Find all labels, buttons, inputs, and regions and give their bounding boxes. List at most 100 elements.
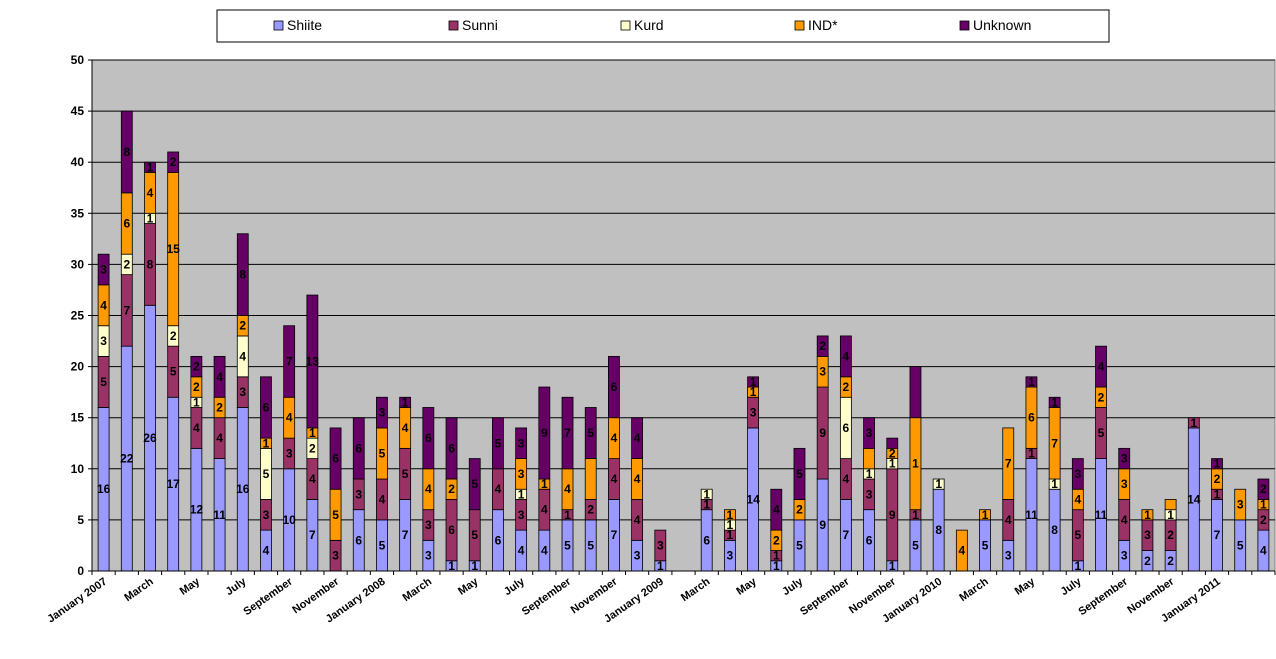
data-label: 5 xyxy=(379,446,386,460)
x-tick-label: May xyxy=(1013,575,1038,598)
data-label: 5 xyxy=(1074,528,1081,542)
x-tick-label: July xyxy=(224,575,250,598)
data-label: 8 xyxy=(1051,523,1058,537)
bar-segment-ind xyxy=(584,458,597,500)
bar-segment-ind xyxy=(1164,499,1177,511)
data-label: 1 xyxy=(309,426,316,440)
x-tick-label: September xyxy=(241,575,295,618)
bar-segment-unknown xyxy=(631,417,644,459)
data-label: 1 xyxy=(727,508,734,522)
bar-segment-unknown xyxy=(97,253,110,286)
data-label: 1 xyxy=(912,508,919,522)
data-label: 1 xyxy=(750,385,757,399)
data-label: 5 xyxy=(796,538,803,552)
data-label: 2 xyxy=(1144,554,1151,568)
bar-segment-unknown xyxy=(538,386,551,480)
data-label: 3 xyxy=(425,518,432,532)
legend-label: Unknown xyxy=(973,17,1031,33)
data-label: 4 xyxy=(843,472,850,486)
data-label: 4 xyxy=(193,421,200,435)
data-label: 5 xyxy=(1098,426,1105,440)
x-tick-label: March xyxy=(957,575,991,604)
data-label: 3 xyxy=(100,334,107,348)
data-label: 7 xyxy=(843,528,850,542)
data-label: 1 xyxy=(147,160,154,174)
y-tick-label: 20 xyxy=(71,360,85,374)
data-label: 1 xyxy=(518,487,525,501)
data-label: 1 xyxy=(935,477,942,491)
bar-segment-unknown xyxy=(770,488,783,531)
data-label: 3 xyxy=(100,263,107,277)
data-label: 16 xyxy=(97,482,111,496)
data-label: 2 xyxy=(889,446,896,460)
x-axis: January 2007 March May JulySeptemberNovembe… xyxy=(45,570,1276,626)
bar-segment-unknown xyxy=(422,407,435,470)
data-label: 6 xyxy=(263,400,270,414)
bar-segment-unknown xyxy=(561,396,574,470)
data-label: 3 xyxy=(750,406,757,420)
bar-segment-unknown xyxy=(352,417,365,480)
data-label: 2 xyxy=(1260,482,1267,496)
bar-segment-unknown xyxy=(329,427,342,490)
bar-segment-sunni xyxy=(654,529,667,562)
data-label: 4 xyxy=(216,431,223,445)
data-label: 4 xyxy=(309,472,316,486)
data-label: 1 xyxy=(889,559,896,573)
bar-segment-unknown xyxy=(863,417,875,449)
data-label: 4 xyxy=(634,472,641,486)
data-label: 1 xyxy=(773,549,780,563)
x-tick-label: July xyxy=(502,575,528,598)
data-label: 3 xyxy=(1121,452,1128,466)
data-label: 2 xyxy=(1167,528,1174,542)
bar-segment-unknown xyxy=(1095,345,1107,388)
data-label: 5 xyxy=(332,508,339,522)
data-label: 3 xyxy=(1121,477,1128,491)
data-label: 1 xyxy=(193,395,200,409)
data-label: 5 xyxy=(982,538,989,552)
data-label: 11 xyxy=(1025,508,1038,522)
data-label: 5 xyxy=(564,538,571,552)
bar-segment-ind xyxy=(1141,509,1154,521)
data-label: 1 xyxy=(541,477,548,491)
data-label: 5 xyxy=(170,365,177,379)
bar-segment-unknown xyxy=(515,427,528,459)
data-label: 2 xyxy=(1214,472,1221,486)
data-label: 7 xyxy=(286,354,293,368)
data-label: 3 xyxy=(286,446,293,460)
data-label: 1 xyxy=(727,518,734,532)
data-label: 4 xyxy=(425,482,432,496)
legend-swatch xyxy=(273,20,284,31)
bar-segment-unknown xyxy=(793,447,806,500)
legend-label: IND* xyxy=(808,17,838,33)
bar-segment-kurd xyxy=(932,478,945,490)
data-label: 3 xyxy=(355,487,362,501)
data-label: 6 xyxy=(448,523,455,537)
data-label: 1 xyxy=(1028,446,1035,460)
data-label: 3 xyxy=(518,508,525,522)
data-label: 1 xyxy=(912,457,919,471)
data-label: 9 xyxy=(819,426,826,440)
x-tick-label: September xyxy=(798,575,852,618)
data-label: 3 xyxy=(1237,498,1244,512)
data-label: 1 xyxy=(1051,395,1058,409)
value-labels: 1653432272682681411752152124122114241634… xyxy=(97,145,1267,573)
x-tick-label: January 2007 xyxy=(45,576,109,626)
y-tick-label: 50 xyxy=(71,53,85,67)
data-label: 4 xyxy=(634,431,641,445)
data-label: 2 xyxy=(170,155,177,169)
data-label: 7 xyxy=(123,303,130,317)
data-label: 3 xyxy=(379,406,386,420)
data-label: 4 xyxy=(541,503,548,517)
data-label: 2 xyxy=(170,329,177,343)
bar-segment-unknown xyxy=(608,355,620,419)
data-label: 3 xyxy=(1121,549,1128,563)
data-label: 22 xyxy=(120,452,134,466)
bar-segment-ind xyxy=(723,509,736,521)
data-label: 3 xyxy=(727,549,734,563)
data-label: 1 xyxy=(147,211,154,225)
data-label: 1 xyxy=(1260,498,1267,512)
data-label: 1 xyxy=(773,559,780,573)
data-label: 4 xyxy=(263,544,270,558)
bar-segment-unknown xyxy=(306,294,319,429)
